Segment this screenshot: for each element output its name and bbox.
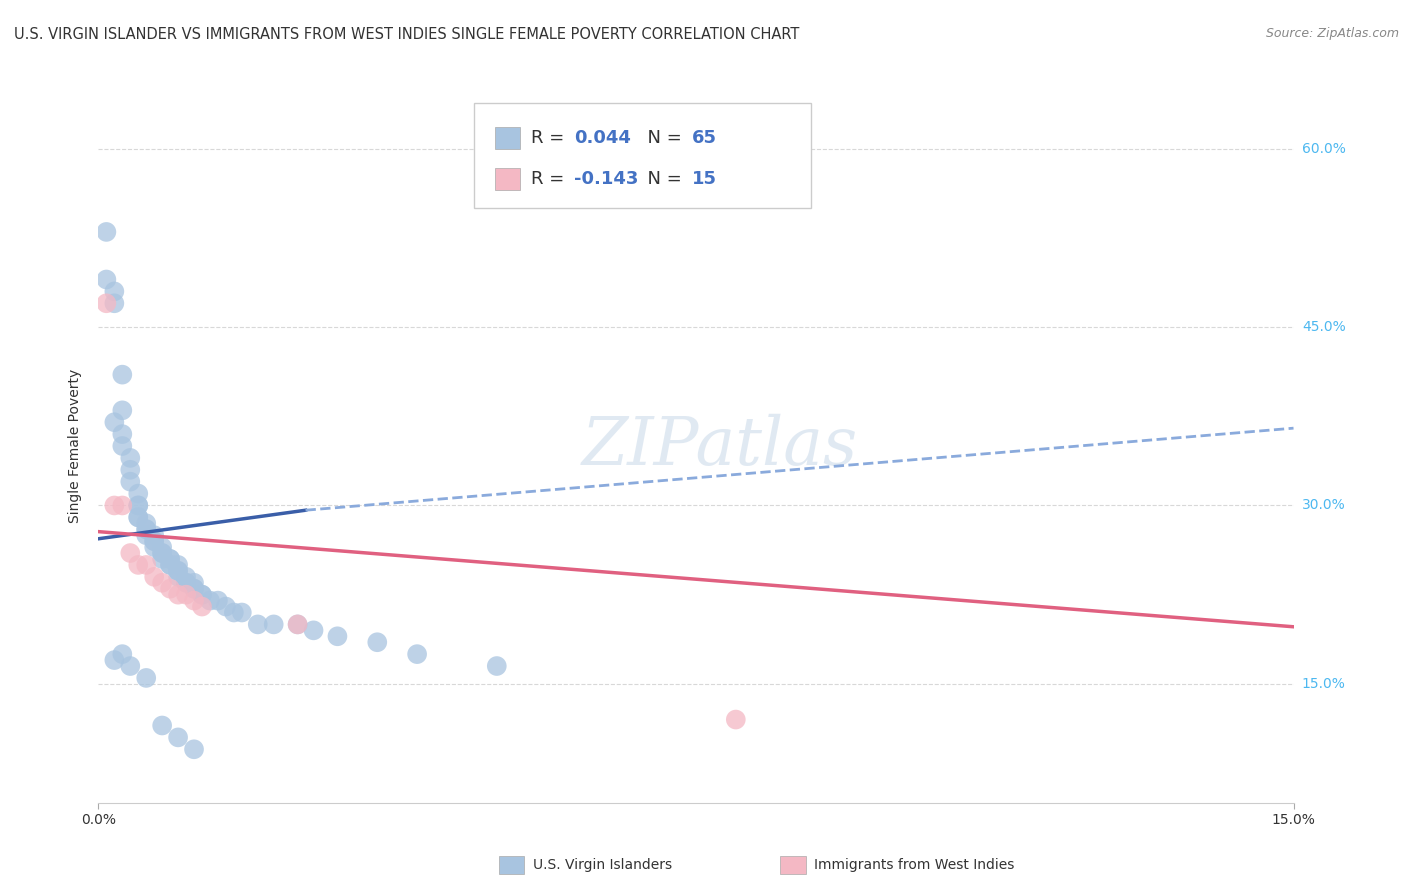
Point bbox=[167, 564, 190, 578]
Point bbox=[143, 528, 166, 542]
Text: 30.0%: 30.0% bbox=[1302, 499, 1346, 513]
Point bbox=[191, 599, 214, 614]
Point bbox=[167, 564, 190, 578]
Point bbox=[143, 534, 166, 549]
Text: N =: N = bbox=[636, 170, 688, 188]
Point bbox=[287, 617, 309, 632]
Point bbox=[150, 546, 173, 560]
Text: ZIPatlas: ZIPatlas bbox=[582, 413, 858, 479]
Point bbox=[302, 624, 325, 638]
Point bbox=[183, 582, 205, 596]
Point bbox=[215, 599, 238, 614]
Text: Source: ZipAtlas.com: Source: ZipAtlas.com bbox=[1265, 27, 1399, 40]
Point bbox=[174, 575, 197, 590]
Point bbox=[120, 659, 142, 673]
Point bbox=[366, 635, 388, 649]
Point bbox=[198, 593, 221, 607]
Point bbox=[111, 499, 134, 513]
Point bbox=[127, 486, 149, 500]
Point bbox=[135, 558, 157, 572]
Text: N =: N = bbox=[636, 128, 688, 147]
Point bbox=[111, 368, 134, 382]
Point bbox=[150, 540, 173, 554]
Text: 0.044: 0.044 bbox=[574, 128, 630, 147]
Text: 15.0%: 15.0% bbox=[1302, 677, 1346, 691]
Point bbox=[120, 475, 142, 489]
Point bbox=[183, 582, 205, 596]
Text: R =: R = bbox=[531, 170, 571, 188]
Point bbox=[167, 731, 190, 745]
Point bbox=[135, 516, 157, 531]
Point bbox=[127, 510, 149, 524]
Text: U.S. VIRGIN ISLANDER VS IMMIGRANTS FROM WEST INDIES SINGLE FEMALE POVERTY CORREL: U.S. VIRGIN ISLANDER VS IMMIGRANTS FROM … bbox=[14, 27, 800, 42]
Point bbox=[135, 522, 157, 536]
Point bbox=[159, 558, 181, 572]
Text: 45.0%: 45.0% bbox=[1302, 320, 1346, 334]
Point bbox=[183, 742, 205, 756]
Point bbox=[159, 558, 181, 572]
Point bbox=[127, 558, 149, 572]
Point bbox=[103, 499, 125, 513]
Point bbox=[183, 575, 205, 590]
Point bbox=[167, 558, 190, 572]
Point bbox=[150, 718, 173, 732]
Point bbox=[103, 653, 125, 667]
Point bbox=[406, 647, 429, 661]
Point bbox=[485, 659, 508, 673]
Point bbox=[246, 617, 269, 632]
Point bbox=[167, 570, 190, 584]
Text: -0.143: -0.143 bbox=[574, 170, 638, 188]
Text: 60.0%: 60.0% bbox=[1302, 142, 1346, 156]
Point bbox=[127, 510, 149, 524]
Point bbox=[111, 647, 134, 661]
Point bbox=[724, 713, 747, 727]
Point bbox=[191, 588, 214, 602]
Point bbox=[135, 522, 157, 536]
Point bbox=[143, 534, 166, 549]
Point bbox=[96, 296, 118, 310]
Point bbox=[120, 546, 142, 560]
Point bbox=[111, 427, 134, 442]
Point bbox=[174, 588, 197, 602]
Point bbox=[287, 617, 309, 632]
Point bbox=[183, 593, 205, 607]
Point bbox=[111, 403, 134, 417]
Point bbox=[135, 528, 157, 542]
Point bbox=[174, 570, 197, 584]
Point bbox=[159, 552, 181, 566]
Point bbox=[103, 415, 125, 429]
Point bbox=[159, 552, 181, 566]
Point bbox=[103, 296, 125, 310]
Point bbox=[120, 450, 142, 465]
Point bbox=[111, 439, 134, 453]
Point bbox=[96, 225, 118, 239]
Point bbox=[174, 575, 197, 590]
Point bbox=[231, 606, 253, 620]
Point bbox=[159, 582, 181, 596]
Point bbox=[127, 499, 149, 513]
Point bbox=[150, 546, 173, 560]
Point bbox=[120, 463, 142, 477]
Point bbox=[143, 540, 166, 554]
Text: Immigrants from West Indies: Immigrants from West Indies bbox=[814, 858, 1015, 872]
Point bbox=[167, 588, 190, 602]
Point bbox=[222, 606, 245, 620]
Point bbox=[127, 499, 149, 513]
Point bbox=[191, 588, 214, 602]
Point bbox=[207, 593, 229, 607]
Point bbox=[135, 671, 157, 685]
Point bbox=[150, 552, 173, 566]
Text: U.S. Virgin Islanders: U.S. Virgin Islanders bbox=[533, 858, 672, 872]
Y-axis label: Single Female Poverty: Single Female Poverty bbox=[69, 369, 83, 523]
Text: 65: 65 bbox=[692, 128, 717, 147]
Point bbox=[263, 617, 285, 632]
Point bbox=[103, 285, 125, 299]
Point bbox=[326, 629, 349, 643]
Point bbox=[96, 272, 118, 286]
Text: R =: R = bbox=[531, 128, 571, 147]
Text: 15: 15 bbox=[692, 170, 717, 188]
Point bbox=[150, 575, 173, 590]
Point bbox=[143, 570, 166, 584]
